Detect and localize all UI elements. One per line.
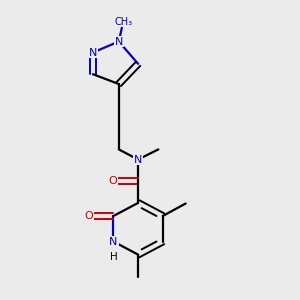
Text: CH₃: CH₃ [114, 16, 132, 27]
Text: N: N [134, 154, 142, 164]
Text: N: N [115, 37, 123, 46]
Text: O: O [109, 176, 117, 186]
Text: N: N [89, 47, 97, 58]
Text: H: H [110, 252, 117, 262]
Text: N: N [109, 236, 118, 247]
Text: O: O [84, 211, 93, 221]
